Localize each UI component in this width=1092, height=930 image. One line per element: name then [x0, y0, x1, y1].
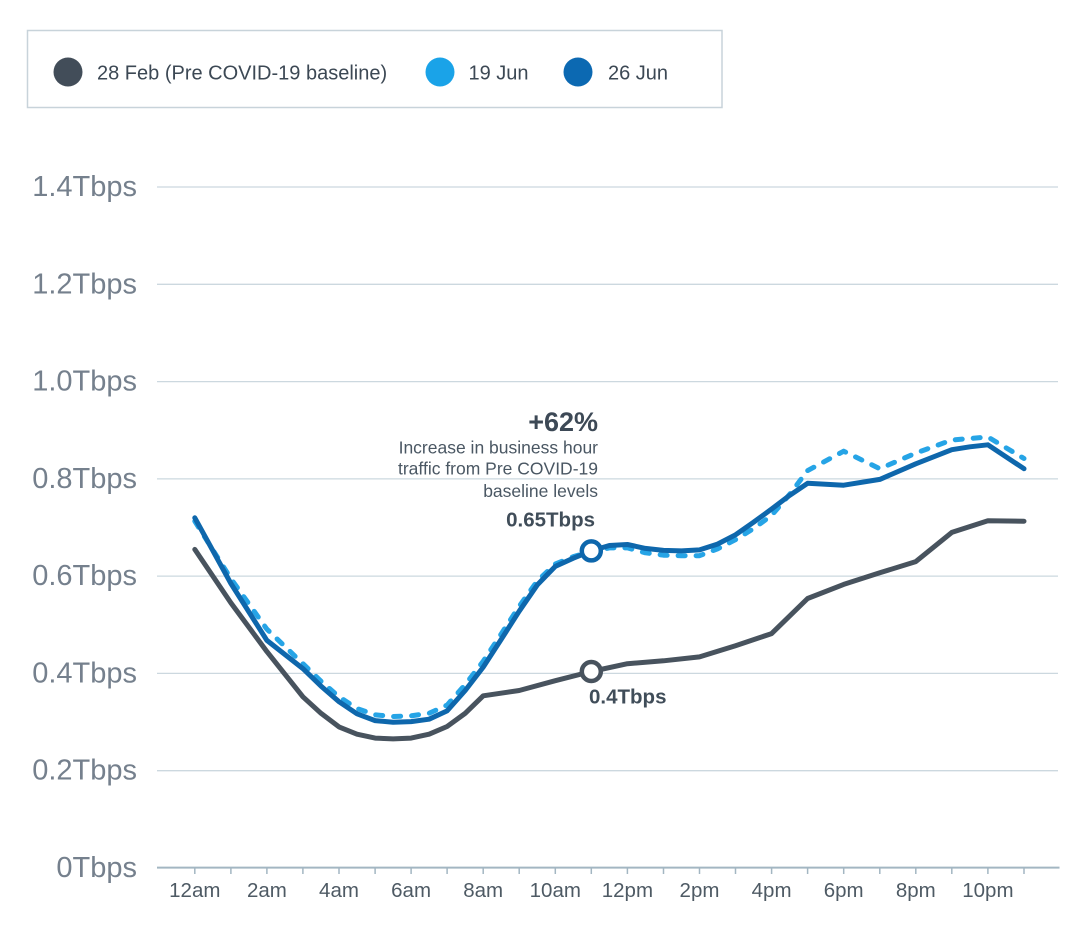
- svg-text:1.0Tbps: 1.0Tbps: [32, 366, 137, 398]
- svg-text:12pm: 12pm: [602, 879, 653, 902]
- svg-text:6pm: 6pm: [824, 879, 864, 902]
- svg-text:8am: 8am: [463, 879, 503, 902]
- svg-text:4pm: 4pm: [752, 879, 792, 902]
- svg-text:+62%: +62%: [528, 407, 598, 437]
- svg-text:2pm: 2pm: [680, 879, 720, 902]
- svg-text:8pm: 8pm: [896, 879, 936, 902]
- svg-text:0.4Tbps: 0.4Tbps: [32, 657, 137, 689]
- svg-text:0.6Tbps: 0.6Tbps: [32, 560, 137, 592]
- svg-text:Increase in business hour: Increase in business hour: [399, 438, 599, 458]
- svg-text:2am: 2am: [247, 879, 287, 902]
- svg-text:1.2Tbps: 1.2Tbps: [32, 268, 137, 300]
- svg-text:1.4Tbps: 1.4Tbps: [32, 171, 137, 203]
- svg-text:28 Feb (Pre COVID-19 baseline): 28 Feb (Pre COVID-19 baseline): [97, 63, 387, 85]
- svg-text:26 Jun: 26 Jun: [608, 63, 668, 85]
- svg-text:10pm: 10pm: [962, 879, 1013, 902]
- svg-text:0Tbps: 0Tbps: [56, 852, 137, 884]
- svg-text:0.65Tbps: 0.65Tbps: [506, 509, 595, 532]
- svg-text:6am: 6am: [391, 879, 431, 902]
- svg-text:12am: 12am: [169, 879, 220, 902]
- svg-text:baseline levels: baseline levels: [483, 481, 598, 501]
- svg-text:0.8Tbps: 0.8Tbps: [32, 463, 137, 495]
- svg-text:4am: 4am: [319, 879, 359, 902]
- svg-text:19 Jun: 19 Jun: [469, 63, 529, 85]
- svg-text:10am: 10am: [530, 879, 581, 902]
- svg-text:0.2Tbps: 0.2Tbps: [32, 755, 137, 787]
- svg-text:traffic from Pre COVID-19: traffic from Pre COVID-19: [398, 459, 598, 479]
- svg-text:0.4Tbps: 0.4Tbps: [589, 686, 666, 709]
